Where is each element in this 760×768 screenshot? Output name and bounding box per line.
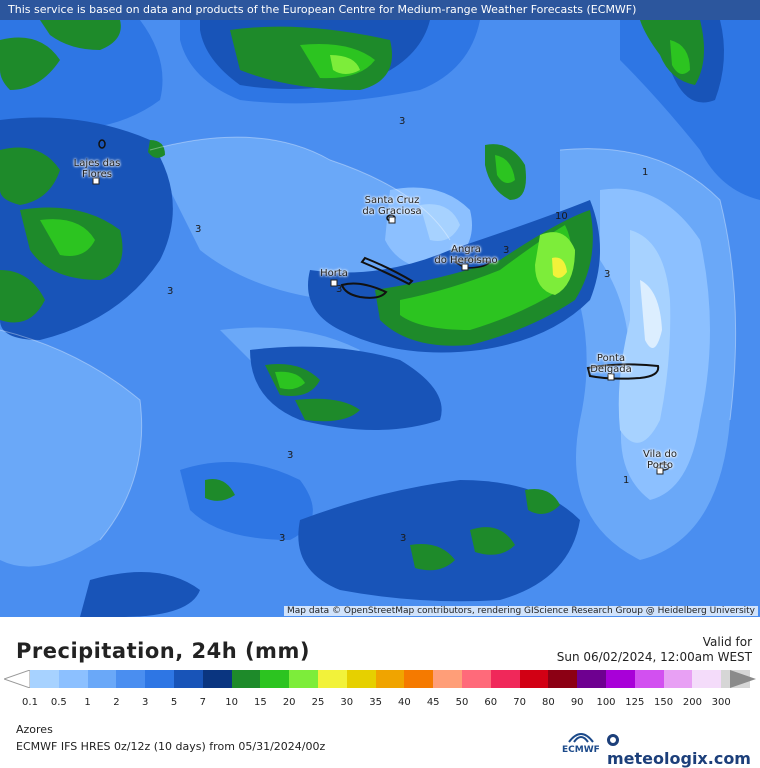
- scale-tick-label: 40: [398, 697, 411, 708]
- scale-tick-label: 10: [225, 697, 238, 708]
- valid-time: Valid for Sun 06/02/2024, 12:00am WEST: [556, 635, 752, 664]
- scale-left-arrow: [4, 670, 30, 688]
- ecmwf-logo-icon: [568, 733, 594, 743]
- contour-label: 3: [279, 533, 286, 544]
- contour-label: 3: [167, 286, 174, 297]
- city-marker[interactable]: [656, 467, 664, 475]
- precipitation-field: [0, 0, 760, 617]
- scale-swatch: [692, 670, 722, 688]
- scale-swatch: [548, 670, 578, 688]
- scale-tick-label: 3: [142, 697, 149, 708]
- scale-swatch: [317, 670, 347, 688]
- city-label-angra-do-heroismo[interactable]: Angra do Heroísmo: [434, 244, 498, 266]
- scale-tick-label: 1: [84, 697, 91, 708]
- contour-label: 3: [195, 224, 202, 235]
- scale-tick-label: 70: [513, 697, 526, 708]
- scale-tick-label: 90: [570, 697, 584, 708]
- precipitation-map[interactable]: This service is based on data and produc…: [0, 0, 760, 617]
- scale-tick-label: 30: [340, 697, 354, 708]
- city-marker[interactable]: [461, 263, 469, 271]
- scale-swatch: [634, 670, 664, 688]
- scale-swatch: [461, 670, 491, 688]
- contour-label: 3: [399, 116, 406, 127]
- scale-tick-label: 2: [113, 697, 120, 708]
- scale-tick-label: 5: [170, 697, 178, 708]
- city-marker[interactable]: [607, 373, 615, 381]
- scale-tick-label: 50: [455, 697, 469, 708]
- scale-swatch: [346, 670, 376, 688]
- contour-label: 3: [400, 533, 407, 544]
- scale-swatch: [30, 670, 59, 688]
- scale-tick-label: 25: [311, 697, 325, 708]
- scale-tick-label: 0.1: [22, 697, 38, 708]
- scale-tick-label: 60: [484, 697, 498, 708]
- scale-swatch: [519, 670, 549, 688]
- scale-swatch: [231, 670, 261, 688]
- scale-swatch: [490, 670, 520, 688]
- scale-tick-label: 100: [596, 697, 616, 708]
- city-label-horta[interactable]: Horta: [320, 268, 348, 279]
- scale-tick-label: 0.5: [50, 697, 67, 708]
- scale-swatch: [289, 670, 318, 688]
- contour-label: 3: [604, 269, 611, 280]
- contour-label: 3: [336, 284, 343, 295]
- city-label-vila-do-porto[interactable]: Vila do Porto: [643, 449, 677, 471]
- region-label: Azores: [16, 723, 53, 736]
- scale-swatch: [433, 670, 462, 688]
- city-marker[interactable]: [330, 279, 338, 287]
- scale-swatch: [58, 670, 88, 688]
- scale-swatch: [145, 670, 174, 688]
- city-label-ponta-delgada[interactable]: Ponta Delgada: [590, 353, 632, 375]
- scale-swatch: [260, 670, 290, 688]
- scale-tick-label: 200: [682, 697, 702, 708]
- scale-swatch: [605, 670, 635, 688]
- scale-tick-label: 15: [254, 697, 267, 708]
- scale-swatch: [202, 670, 232, 688]
- contour-label: 1: [623, 475, 630, 486]
- scale-swatch: [375, 670, 405, 688]
- scale-tick-label: 80: [542, 697, 555, 708]
- scale-right-arrow: [730, 670, 756, 688]
- scale-swatch: [87, 670, 117, 688]
- scale-tick-label: 300: [711, 697, 731, 708]
- scale-swatch: [116, 670, 146, 688]
- scale-swatch: [173, 670, 203, 688]
- model-info: ECMWF IFS HRES 0z/12z (10 days) from 05/…: [16, 740, 326, 753]
- city-marker[interactable]: [92, 177, 100, 185]
- contour-label: 3: [287, 450, 294, 461]
- color-scale-ticks: 0.1 0.5 1 2 3 5 7 10 15 20 25 30 35 40 45 50 60 70 80 90 100…: [0, 697, 760, 711]
- color-scale: [30, 670, 750, 688]
- scale-swatch: [404, 670, 434, 688]
- city-label-santa-cruz-da-graciosa[interactable]: Santa Cruz da Graciosa: [362, 195, 422, 217]
- legend-title: Precipitation, 24h (mm): [16, 639, 310, 663]
- scale-tick-label: 45: [426, 697, 440, 708]
- meteologix-logo[interactable]: meteologix.com: [607, 730, 760, 768]
- scale-tick-label: 150: [654, 697, 674, 708]
- city-label-lajes-das-flores[interactable]: Lajes das Flores: [73, 158, 121, 180]
- scale-tick-label: 125: [625, 697, 645, 708]
- scale-swatch: [663, 670, 693, 688]
- scale-tick-label: 35: [369, 697, 382, 708]
- meteologix-icon: [607, 734, 619, 746]
- contour-label: 10: [555, 211, 568, 222]
- map-attribution: Map data © OpenStreetMap contributors, r…: [284, 606, 758, 616]
- city-marker[interactable]: [388, 216, 396, 224]
- contour-label: 3: [503, 245, 510, 256]
- ecmwf-banner: This service is based on data and produc…: [0, 0, 760, 20]
- legend-panel: Precipitation, 24h (mm) Valid for Sun 06…: [0, 617, 760, 768]
- ecmwf-logo: ECMWF: [562, 745, 600, 755]
- scale-tick-label: 7: [199, 697, 206, 708]
- scale-swatch: [577, 670, 606, 688]
- contour-label: 1: [642, 167, 649, 178]
- scale-tick-label: 20: [282, 697, 296, 708]
